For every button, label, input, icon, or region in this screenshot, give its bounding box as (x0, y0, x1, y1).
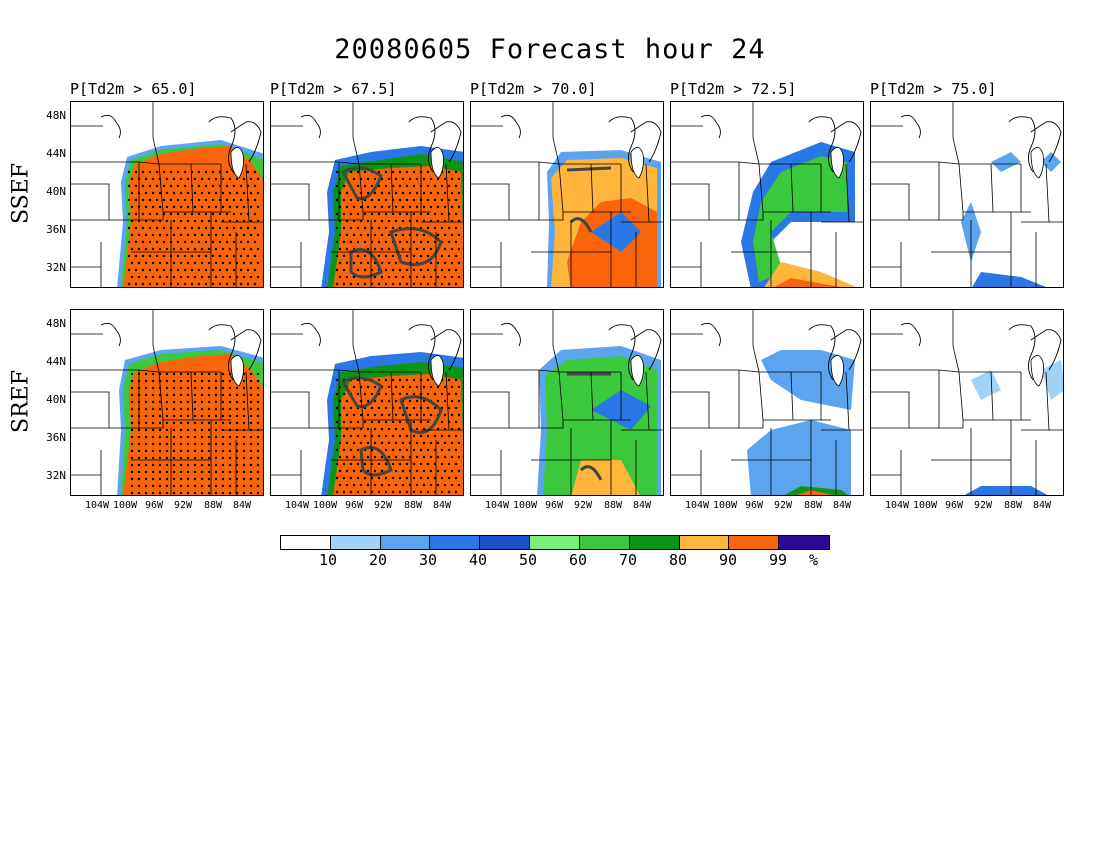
longitude-label: 96W (544, 500, 564, 511)
latitude-label: 36N (46, 431, 66, 444)
colorbar-swatch (679, 536, 730, 549)
longitude-label: 100W (912, 500, 938, 511)
latitude-label: 44N (46, 147, 66, 160)
longitude-label: 88W (603, 500, 623, 511)
latitude-label: 40N (46, 185, 66, 198)
longitude-label: 96W (344, 500, 364, 511)
colorbar-swatch (281, 536, 331, 549)
longitude-label: 96W (144, 500, 164, 511)
longitude-label: 84W (832, 500, 852, 511)
latitude-label: 32N (46, 469, 66, 482)
colorbar-swatch (530, 536, 580, 549)
forecast-map-panel (270, 309, 464, 496)
forecast-map-panel (70, 309, 264, 496)
forecast-map-panel (670, 101, 864, 288)
colorbar-swatch (380, 536, 431, 549)
colorbar-swatch (430, 536, 481, 549)
colorbar-label: 30 (419, 551, 438, 569)
longitude-label: 104W (684, 500, 710, 511)
longitude-label: 100W (512, 500, 538, 511)
colorbar-swatch (779, 536, 829, 549)
longitude-label: 100W (712, 500, 738, 511)
panel-title: P[Td2m > 65.0] (70, 80, 197, 98)
latitude-label: 32N (46, 261, 66, 274)
longitude-label: 92W (173, 500, 193, 511)
colorbar-label: 50 (519, 551, 538, 569)
colorbar-label: 90 (719, 551, 738, 569)
longitude-label: 92W (573, 500, 593, 511)
colorbar-swatch (330, 536, 381, 549)
longitude-label: 96W (744, 500, 764, 511)
row-label: SSEF (8, 162, 34, 224)
longitude-label: 84W (232, 500, 252, 511)
colorbar (280, 535, 830, 550)
panel-title: P[Td2m > 72.5] (670, 80, 797, 98)
colorbar-label: 60 (569, 551, 588, 569)
longitude-label: 92W (773, 500, 793, 511)
longitude-label: 84W (632, 500, 652, 511)
longitude-label: 88W (203, 500, 223, 511)
panel-title: P[Td2m > 70.0] (470, 80, 597, 98)
longitude-label: 100W (112, 500, 138, 511)
panel-title: P[Td2m > 67.5] (270, 80, 397, 98)
longitude-label: 84W (1032, 500, 1052, 511)
forecast-map-panel (470, 101, 664, 288)
latitude-label: 48N (46, 317, 66, 330)
forecast-map-panel (270, 101, 464, 288)
longitude-label: 100W (312, 500, 338, 511)
forecast-map-panel (870, 101, 1064, 288)
colorbar-label: 80 (669, 551, 688, 569)
forecast-map-panel (70, 101, 264, 288)
longitude-label: 88W (803, 500, 823, 511)
panel-title: P[Td2m > 75.0] (870, 80, 997, 98)
colorbar-label: 40 (469, 551, 488, 569)
colorbar-label: 99 (769, 551, 788, 569)
colorbar-label: 20 (369, 551, 388, 569)
forecast-map-panel (870, 309, 1064, 496)
longitude-label: 104W (884, 500, 910, 511)
forecast-map-panel (470, 309, 664, 496)
colorbar-label: 10 (319, 551, 338, 569)
colorbar-label: % (809, 551, 819, 569)
row-label: SREF (8, 369, 34, 433)
colorbar-swatch (729, 536, 780, 549)
colorbar-swatch (579, 536, 630, 549)
colorbar-swatch (629, 536, 680, 549)
longitude-label: 104W (84, 500, 110, 511)
longitude-label: 92W (973, 500, 993, 511)
longitude-label: 104W (284, 500, 310, 511)
latitude-label: 48N (46, 109, 66, 122)
latitude-label: 44N (46, 355, 66, 368)
colorbar-swatch (480, 536, 531, 549)
longitude-label: 104W (484, 500, 510, 511)
forecast-map-panel (670, 309, 864, 496)
latitude-label: 36N (46, 223, 66, 236)
figure-title: 20080605 Forecast hour 24 (334, 34, 766, 65)
longitude-label: 84W (432, 500, 452, 511)
colorbar-label: 70 (619, 551, 638, 569)
longitude-label: 88W (403, 500, 423, 511)
longitude-label: 88W (1003, 500, 1023, 511)
longitude-label: 92W (373, 500, 393, 511)
latitude-label: 40N (46, 393, 66, 406)
longitude-label: 96W (944, 500, 964, 511)
